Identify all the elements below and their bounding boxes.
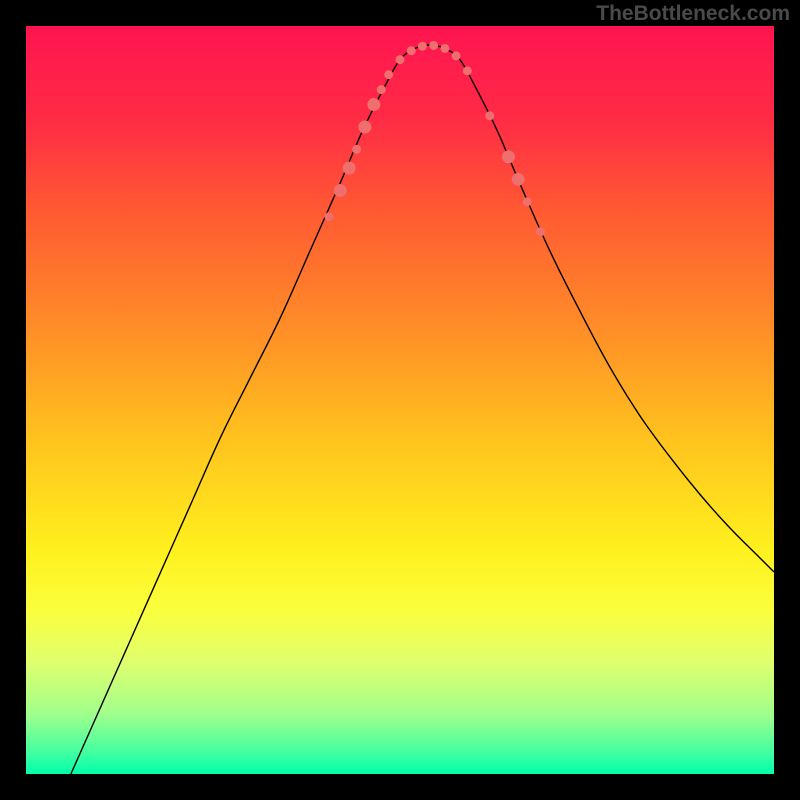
curve-marker <box>334 184 347 197</box>
curve-marker <box>536 227 545 236</box>
curve-marker <box>418 42 427 51</box>
plot-area <box>26 26 774 774</box>
bottleneck-curve-right <box>430 45 774 572</box>
curve-marker <box>358 120 371 133</box>
watermark: TheBottleneck.com <box>596 2 790 26</box>
curve-marker <box>324 212 333 221</box>
curve-marker <box>384 70 393 79</box>
curve-marker <box>396 55 405 64</box>
bottleneck-curve-left <box>71 45 430 774</box>
curve-marker <box>485 111 494 120</box>
curve-marker <box>407 46 416 55</box>
curve-markers <box>324 41 545 236</box>
curve-marker <box>502 150 515 163</box>
curve-marker <box>367 98 380 111</box>
curve-marker <box>523 197 532 206</box>
curve-marker <box>429 41 438 50</box>
curve-marker <box>377 85 386 94</box>
curve-marker <box>352 145 361 154</box>
curve-marker <box>343 162 356 175</box>
curve-marker <box>512 173 525 186</box>
curve-layer <box>26 26 774 774</box>
curve-marker <box>452 51 461 60</box>
curve-marker <box>440 44 449 53</box>
curve-marker <box>463 66 472 75</box>
